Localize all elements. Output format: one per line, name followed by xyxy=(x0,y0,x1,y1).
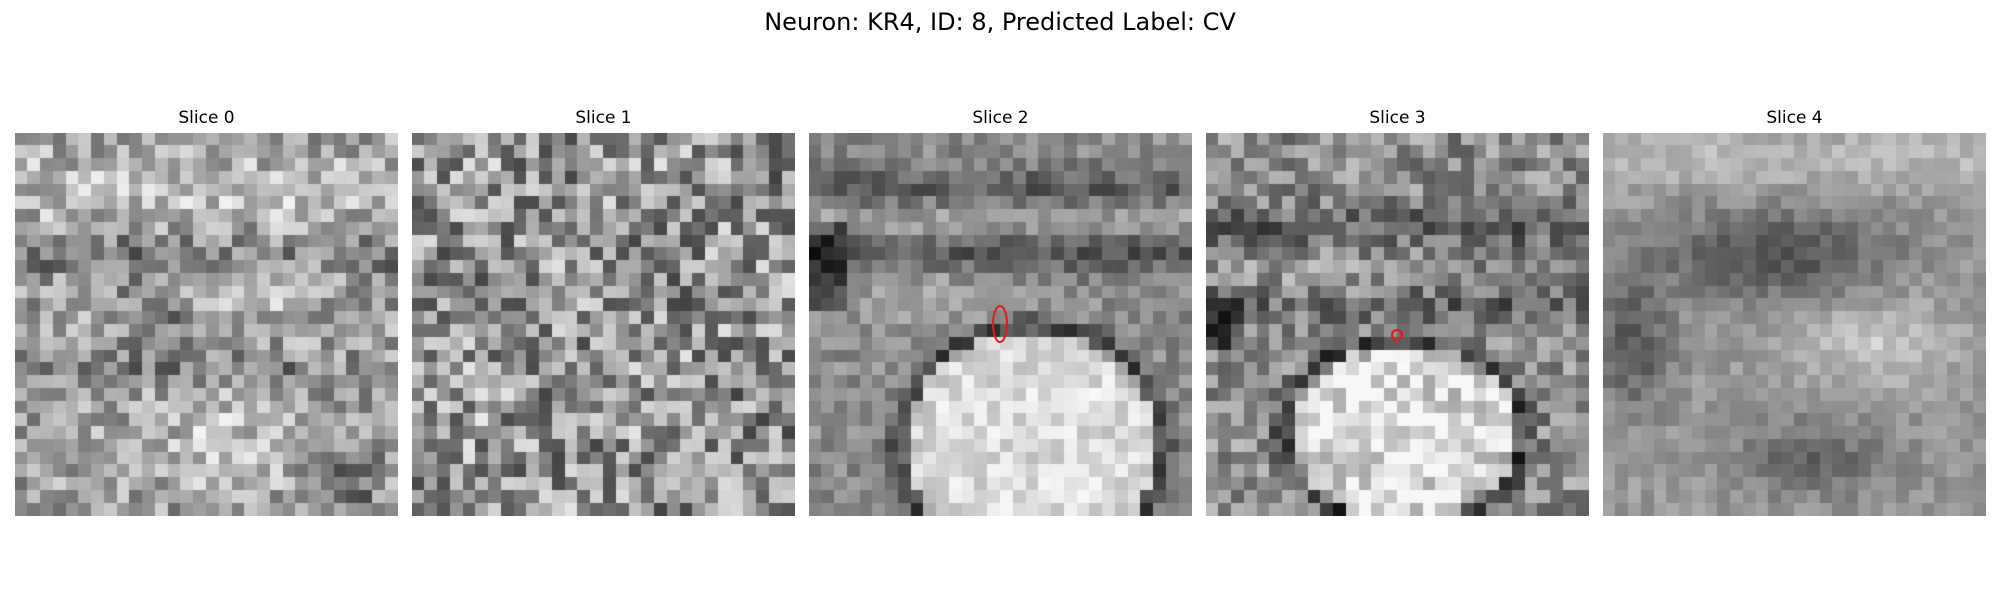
slice-title: Slice 4 xyxy=(1766,108,1823,128)
microscopy-image-slice-4 xyxy=(1603,133,1986,516)
microscopy-image-slice-1 xyxy=(412,133,795,516)
slice-panel-4: Slice 4 xyxy=(1603,106,1986,518)
slice-panel-0: Slice 0 xyxy=(15,106,398,518)
microscopy-image-slice-3 xyxy=(1206,133,1589,516)
slice-title: Slice 3 xyxy=(1369,108,1426,128)
microscopy-image-slice-2 xyxy=(809,133,1192,516)
slice-panel-2: Slice 2 xyxy=(809,106,1192,518)
slice-title: Slice 0 xyxy=(178,108,235,128)
figure-title: Neuron: KR4, ID: 8, Predicted Label: CV xyxy=(764,8,1236,36)
microscopy-image-slice-0 xyxy=(15,133,398,516)
slice-title: Slice 1 xyxy=(575,108,632,128)
slice-title: Slice 2 xyxy=(972,108,1029,128)
slice-panel-1: Slice 1 xyxy=(412,106,795,518)
slice-panel-3: Slice 3 xyxy=(1206,106,1589,518)
